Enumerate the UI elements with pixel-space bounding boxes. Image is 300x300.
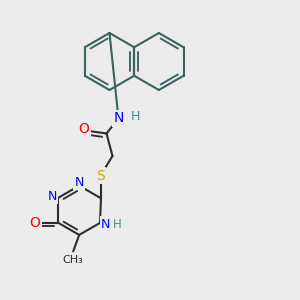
Text: N: N: [74, 176, 84, 189]
Text: N: N: [113, 112, 124, 125]
Text: N: N: [101, 218, 111, 231]
Text: N: N: [48, 190, 57, 203]
Text: H: H: [112, 218, 122, 231]
Text: H: H: [130, 110, 140, 124]
Text: CH₃: CH₃: [63, 255, 84, 265]
Text: S: S: [96, 169, 105, 182]
Text: O: O: [79, 122, 89, 136]
Text: O: O: [29, 216, 40, 230]
